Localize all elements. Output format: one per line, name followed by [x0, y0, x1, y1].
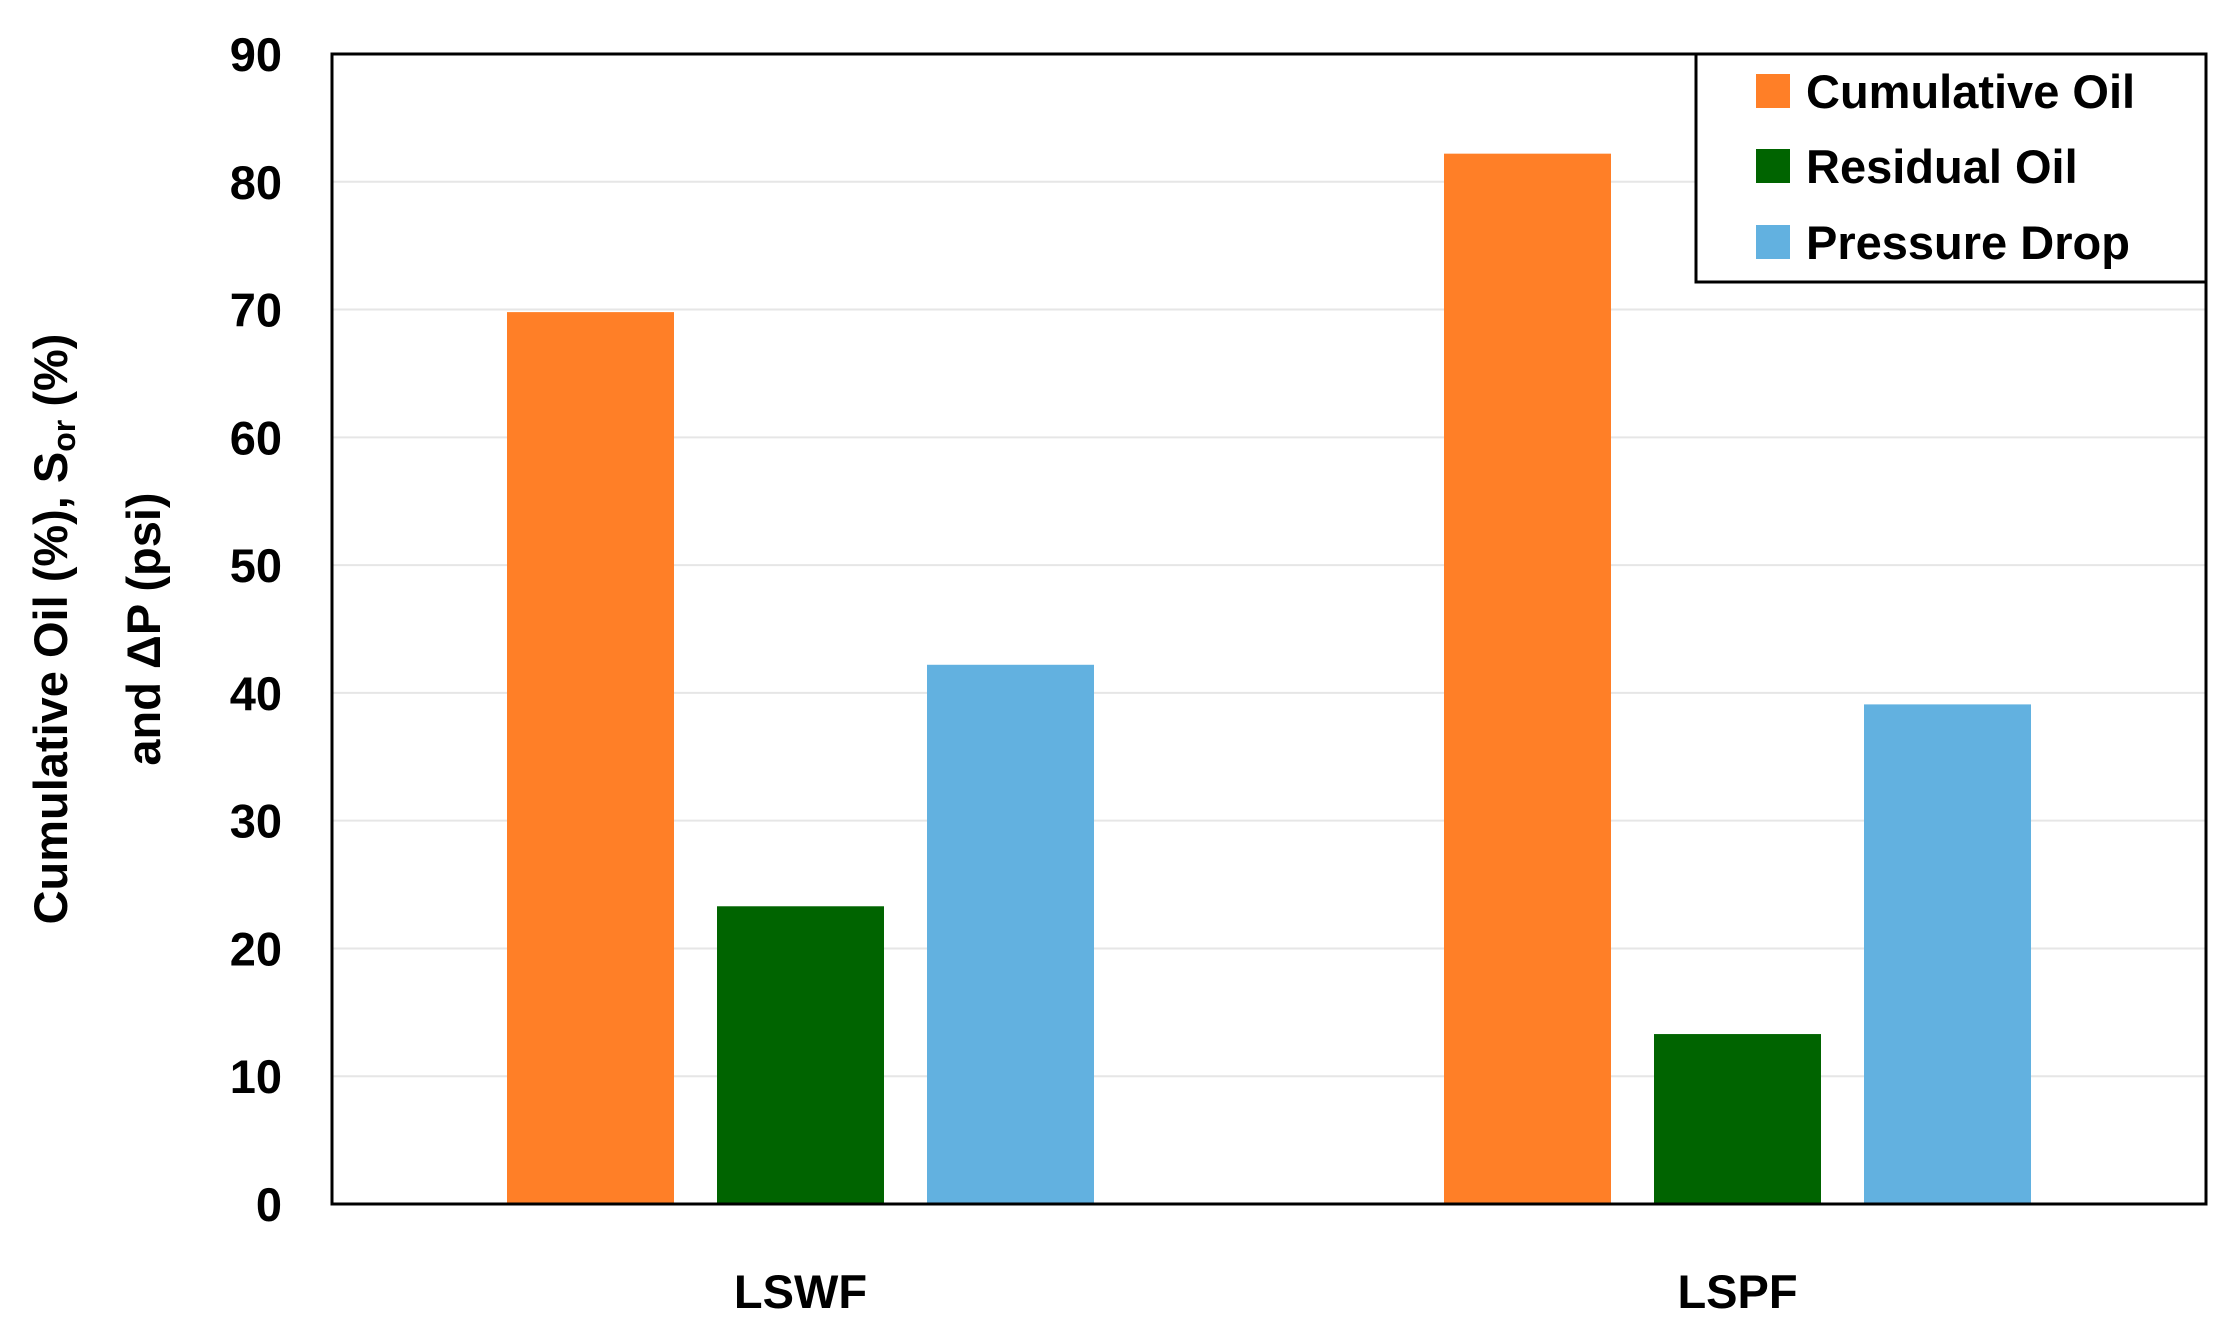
- y-tick-label: 10: [230, 1050, 282, 1103]
- y-tick-label: 50: [230, 539, 282, 592]
- y-tick-label: 80: [230, 156, 282, 209]
- y-axis-label-prefix: Cumulative Oil (%), S: [24, 452, 77, 925]
- y-tick-label: 90: [230, 28, 282, 81]
- bar-pressure-drop-lspf: [1864, 704, 2031, 1204]
- legend-swatch: [1756, 74, 1790, 108]
- legend-label: Pressure Drop: [1806, 216, 2130, 269]
- legend-label: Cumulative Oil: [1806, 65, 2135, 118]
- y-tick-label: 70: [230, 284, 282, 337]
- y-tick-label: 60: [230, 411, 282, 464]
- bar-cumulative-oil-lswf: [507, 312, 674, 1205]
- bar-pressure-drop-lswf: [927, 664, 1094, 1204]
- y-axis-label-line1: Cumulative Oil (%), Sor (%): [24, 334, 82, 925]
- bar-cumulative-oil-lspf: [1444, 153, 1611, 1205]
- legend: Cumulative Oil Residual Oil Pressure Drop: [1694, 52, 2208, 284]
- y-axis-label-subscript: or: [46, 420, 82, 452]
- x-tick-label: LSWF: [734, 1265, 867, 1318]
- y-tick-label: 0: [256, 1178, 282, 1231]
- bars: [507, 153, 2031, 1205]
- x-tick-label: LSPF: [1677, 1265, 1797, 1318]
- y-axis-label-line2: and ΔP (psi): [117, 492, 170, 765]
- x-tick-labels: LSWF LSPF: [734, 1265, 1798, 1318]
- legend-swatch: [1756, 225, 1790, 259]
- legend-label: Residual Oil: [1806, 140, 2078, 193]
- y-tick-label: 40: [230, 667, 282, 720]
- legend-swatch: [1756, 149, 1790, 183]
- y-tick-label: 30: [230, 795, 282, 848]
- plot-frame: [330, 52, 2208, 1206]
- bar-residual-oil-lspf: [1654, 1034, 1821, 1204]
- y-axis-label-suffix: (%): [24, 334, 77, 420]
- bar-residual-oil-lswf: [717, 906, 884, 1204]
- y-tick-labels: 0 10 20 30 40 50 60 70 80 90: [230, 28, 282, 1231]
- y-tick-label: 20: [230, 922, 282, 975]
